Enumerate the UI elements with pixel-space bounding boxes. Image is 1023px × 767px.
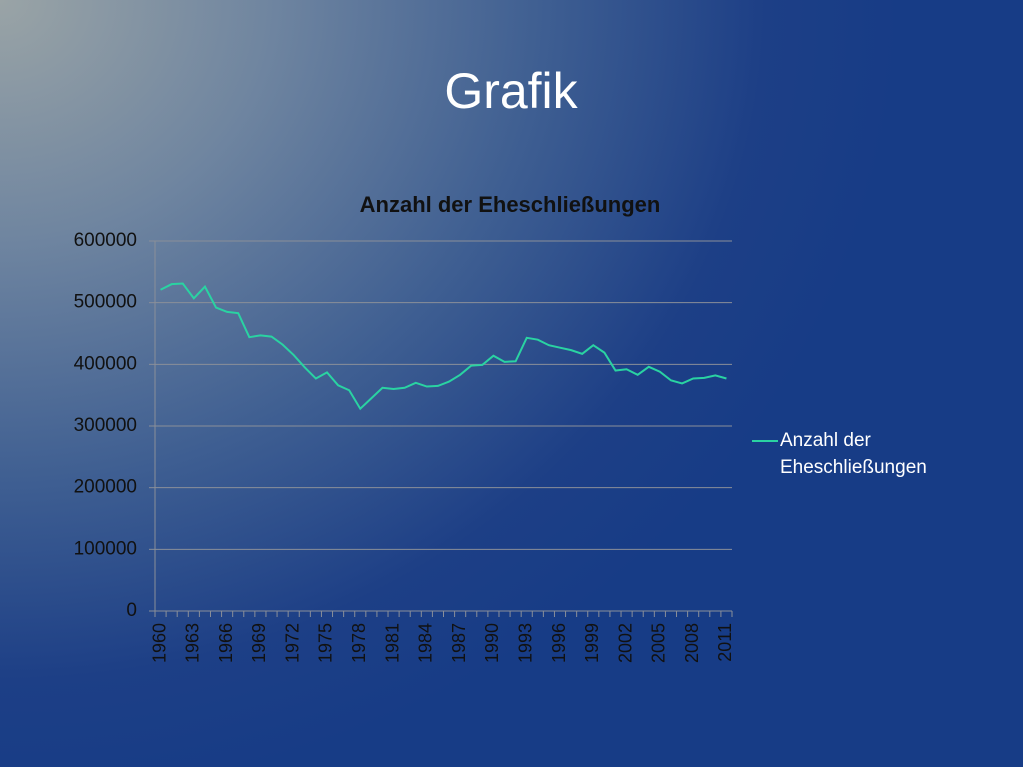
- y-tick-label: 200000: [74, 477, 137, 498]
- x-tick-label: 1960: [149, 623, 169, 663]
- x-tick-label: 1990: [482, 623, 502, 663]
- y-tick-label: 300000: [74, 415, 137, 436]
- x-tick-label: 1969: [249, 623, 269, 663]
- y-tick-label: 0: [126, 600, 137, 621]
- x-tick-label: 2008: [682, 623, 702, 663]
- legend-label: Anzahl der Eheschließungen: [780, 430, 927, 478]
- x-tick-label: 1981: [382, 623, 402, 663]
- x-tick-label: 1999: [582, 623, 602, 663]
- x-tick-label: 1966: [216, 623, 236, 663]
- x-tick-label: 2011: [715, 623, 735, 662]
- x-tick-label: 2005: [649, 623, 669, 663]
- y-tick-label: 400000: [74, 353, 137, 374]
- chart-title: Anzahl der Eheschließungen: [360, 192, 661, 217]
- y-tick-label: 500000: [74, 292, 137, 313]
- x-tick-label: 1993: [515, 623, 535, 663]
- x-tick-label: 1984: [416, 623, 436, 663]
- y-tick-label: 600000: [74, 230, 137, 251]
- x-tick-label: 1978: [349, 623, 369, 663]
- x-tick-label: 1972: [282, 623, 302, 663]
- slide-title: Grafik: [444, 63, 578, 119]
- series-line: [160, 282, 727, 411]
- x-tick-label: 2002: [615, 623, 635, 663]
- x-tick-label: 1987: [449, 623, 469, 663]
- y-tick-label: 100000: [74, 538, 137, 559]
- x-tick-label: 1963: [183, 623, 203, 663]
- x-tick-label: 1975: [316, 623, 336, 663]
- x-tick-label: 1996: [549, 623, 569, 663]
